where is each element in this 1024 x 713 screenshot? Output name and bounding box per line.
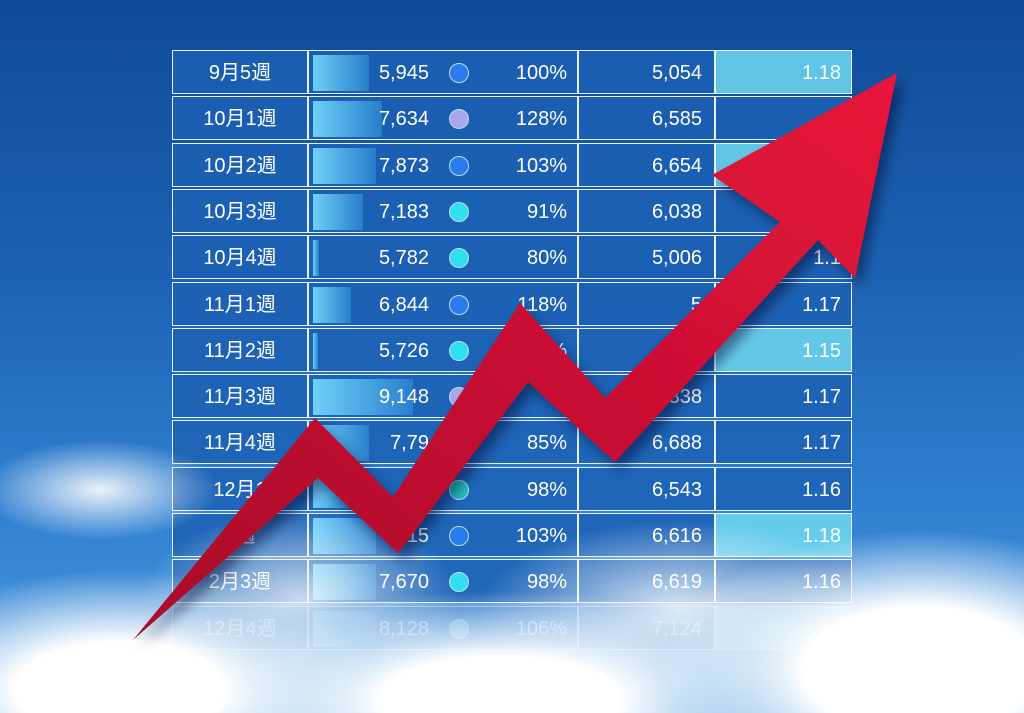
value-cell: 6,844 118% <box>308 281 578 326</box>
value-cell: 5,945 100% <box>308 50 578 94</box>
status-dot-icon <box>449 294 469 315</box>
week-cell: 11月2週 <box>172 327 308 372</box>
pct-text: 118% <box>517 293 567 316</box>
ratio-cell: 1.17 <box>715 374 852 419</box>
table-row: 10月3週 7,183 91% 6,038 <box>172 188 852 235</box>
value-bar <box>313 193 363 230</box>
status-dot-icon <box>449 201 469 222</box>
value2-cell: 6,654 <box>578 142 715 187</box>
week-cell: 11月1週 <box>172 281 308 326</box>
week-cell: 10月3週 <box>172 188 308 233</box>
pct-text: 103% <box>515 154 567 177</box>
status-dot-icon <box>449 155 469 176</box>
value-bar <box>313 101 382 138</box>
pct-text: 91% <box>526 200 567 223</box>
value-bar <box>313 379 413 416</box>
status-dot-icon <box>449 248 469 269</box>
ratio-cell: 1.18 <box>715 50 852 94</box>
pct-text: 128% <box>515 108 567 131</box>
value-bar <box>313 55 370 91</box>
value-bar <box>313 286 351 323</box>
status-dot-icon <box>449 63 469 83</box>
status-dot-icon <box>449 340 469 361</box>
pct-text: 80% <box>526 247 567 270</box>
value2-cell: 5,006 <box>578 235 715 280</box>
value2-cell: 5,054 <box>578 50 715 94</box>
value2-cell: 6,585 <box>578 96 715 141</box>
week-cell: 10月4週 <box>172 235 308 280</box>
value-text: 5,782 <box>378 247 429 270</box>
value-bar <box>313 332 318 369</box>
value-bar <box>313 240 320 277</box>
arrow-shape <box>133 73 897 640</box>
value-text: 6,844 <box>378 293 429 316</box>
value2-cell: 6,038 <box>578 188 715 233</box>
value-text: 7,634 <box>378 108 429 131</box>
table-row: 9月5週 5,945 100% 5,054 1.18 <box>172 50 852 96</box>
value-text: 5,726 <box>378 339 429 362</box>
value-cell: 7,873 103% <box>308 142 578 187</box>
value-text: 9,148 <box>378 386 429 409</box>
week-cell: 10月2週 <box>172 142 308 187</box>
value-cell: 7,183 91% <box>308 188 578 233</box>
pct-text: 100% <box>515 62 567 84</box>
value-cell: 5,782 80% <box>308 235 578 280</box>
week-cell: 10月1週 <box>172 96 308 141</box>
week-cell: 11月3週 <box>172 374 308 419</box>
value-bar <box>313 147 376 184</box>
value-cell: 7,634 128% <box>308 96 578 141</box>
ratio-cell: 1.15 <box>715 327 852 372</box>
value-text: 7,873 <box>378 154 429 177</box>
value-text: 7,183 <box>378 200 429 223</box>
value-text: 5,945 <box>378 62 429 84</box>
status-dot-icon <box>449 109 469 130</box>
week-cell: 9月5週 <box>172 50 308 94</box>
